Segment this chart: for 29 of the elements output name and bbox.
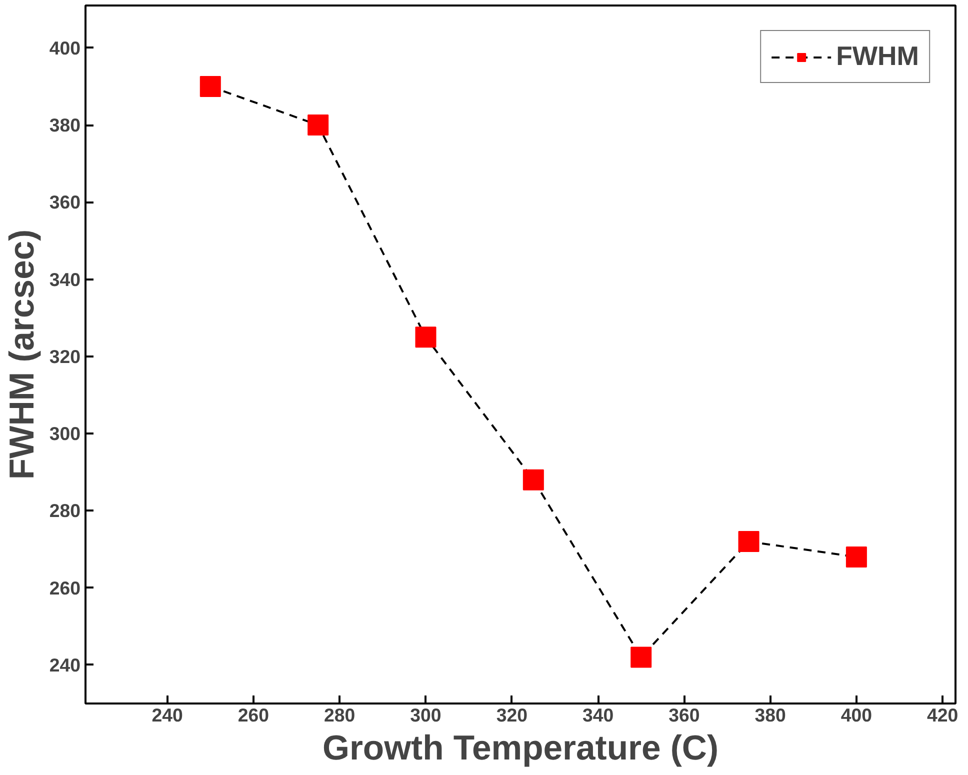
x-axis-title: Growth Temperature (C) [322, 730, 719, 768]
y-tick-label: 260 [49, 577, 81, 598]
x-tick-label: 240 [152, 704, 183, 726]
y-axis-title: FWHM (arcsec) [3, 229, 42, 480]
point [738, 531, 760, 552]
x-tick-label: 400 [840, 704, 872, 726]
y-tick-label: 360 [49, 192, 81, 213]
y-tick-label: 340 [49, 268, 81, 290]
x-tick-label: 360 [668, 704, 700, 726]
point [415, 326, 436, 348]
point [630, 646, 652, 668]
legend-label: FWHM [836, 41, 919, 72]
point [200, 76, 221, 97]
point [522, 469, 544, 490]
x-tick-label: 280 [324, 704, 356, 726]
point [846, 546, 867, 568]
x-tick-label: 300 [410, 704, 442, 726]
y-tick-label: 400 [49, 37, 81, 58]
x-tick-label: 260 [238, 704, 270, 726]
x-tick-label: 380 [754, 704, 786, 726]
y-tick-label: 280 [49, 500, 81, 522]
x-tick-label: 420 [927, 704, 958, 726]
x-tick-label: 320 [496, 704, 528, 726]
point [308, 114, 329, 136]
x-tick-label: 340 [582, 704, 614, 726]
y-tick-label: 240 [49, 654, 81, 676]
y-tick-label: 380 [49, 114, 81, 136]
y-tick-label: 320 [49, 346, 81, 367]
y-tick-label: 300 [49, 423, 81, 444]
